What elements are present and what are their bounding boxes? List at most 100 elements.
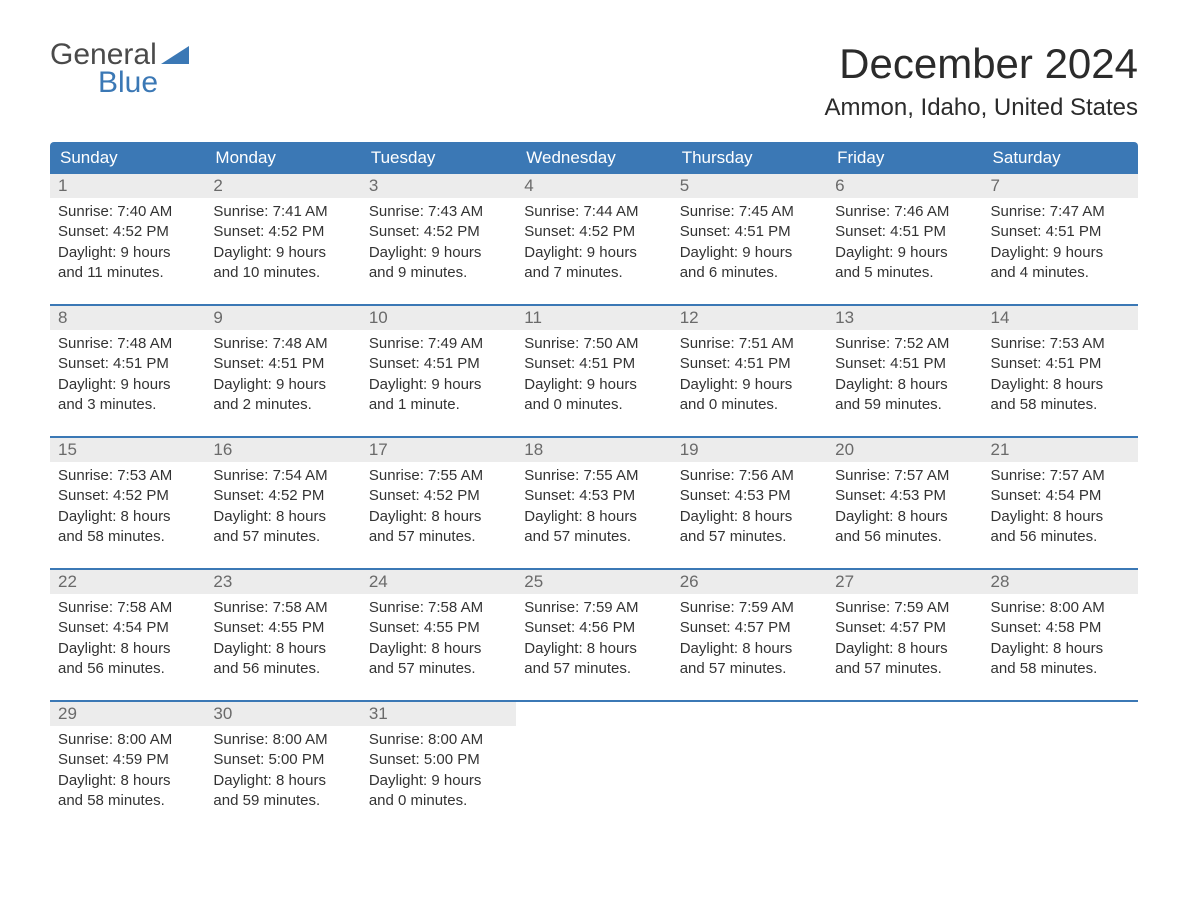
day-detail-line: Sunrise: 7:59 AM	[835, 598, 974, 618]
day-details: Sunrise: 7:48 AMSunset: 4:51 PMDaylight:…	[205, 330, 360, 425]
day-detail-line: Sunrise: 7:51 AM	[680, 334, 819, 354]
day-detail-line: Sunrise: 8:00 AM	[369, 730, 508, 750]
day-detail-line: Sunset: 4:52 PM	[369, 486, 508, 506]
day-detail-line: and 57 minutes.	[680, 527, 819, 547]
calendar-day: 4 Sunrise: 7:44 AMSunset: 4:52 PMDaylight…	[516, 174, 671, 304]
day-details: Sunrise: 7:55 AMSunset: 4:52 PMDaylight:…	[361, 462, 516, 557]
day-detail-line: and 59 minutes.	[213, 791, 352, 811]
day-number: 31	[361, 702, 516, 726]
calendar-day: 12Sunrise: 7:51 AMSunset: 4:51 PMDayligh…	[672, 306, 827, 436]
day-details: Sunrise: 7:50 AMSunset: 4:51 PMDaylight:…	[516, 330, 671, 425]
calendar-day: 13Sunrise: 7:52 AMSunset: 4:51 PMDayligh…	[827, 306, 982, 436]
day-detail-line: Sunrise: 7:47 AM	[991, 202, 1130, 222]
day-detail-line: and 56 minutes.	[58, 659, 197, 679]
page-title: December 2024	[825, 40, 1139, 88]
day-detail-line: and 0 minutes.	[524, 395, 663, 415]
day-detail-line: Sunrise: 7:52 AM	[835, 334, 974, 354]
day-detail-line: Sunrise: 7:57 AM	[991, 466, 1130, 486]
calendar-day	[516, 702, 671, 832]
calendar-day: 7Sunrise: 7:47 AMSunset: 4:51 PMDaylight…	[983, 174, 1138, 304]
day-detail-line: Sunset: 4:59 PM	[58, 750, 197, 770]
day-detail-line: Daylight: 9 hours	[835, 243, 974, 263]
day-detail-line: Sunrise: 7:54 AM	[213, 466, 352, 486]
day-number: 7	[983, 174, 1138, 198]
day-details: Sunrise: 7:46 AMSunset: 4:51 PMDaylight:…	[827, 198, 982, 293]
day-detail-line: and 1 minute.	[369, 395, 508, 415]
calendar-day: 6Sunrise: 7:46 AMSunset: 4:51 PMDaylight…	[827, 174, 982, 304]
logo-text-bottom: Blue	[98, 68, 189, 98]
calendar-week: 22Sunrise: 7:58 AMSunset: 4:54 PMDayligh…	[50, 568, 1138, 700]
day-detail-line: and 0 minutes.	[369, 791, 508, 811]
calendar-day: 22Sunrise: 7:58 AMSunset: 4:54 PMDayligh…	[50, 570, 205, 700]
day-detail-line: Sunset: 4:52 PM	[213, 222, 352, 242]
day-detail-line: Sunrise: 7:58 AM	[58, 598, 197, 618]
day-detail-line: and 58 minutes.	[58, 791, 197, 811]
day-detail-line: Sunrise: 7:46 AM	[835, 202, 974, 222]
day-detail-line: Sunset: 4:55 PM	[369, 618, 508, 638]
day-detail-line: Sunset: 4:52 PM	[58, 486, 197, 506]
day-details: Sunrise: 8:00 AMSunset: 5:00 PMDaylight:…	[205, 726, 360, 821]
day-detail-line: Sunrise: 7:55 AM	[369, 466, 508, 486]
day-detail-line: Sunrise: 7:43 AM	[369, 202, 508, 222]
day-detail-line: Sunrise: 8:00 AM	[213, 730, 352, 750]
day-number: 8	[50, 306, 205, 330]
day-detail-line: Sunrise: 7:50 AM	[524, 334, 663, 354]
logo-triangle-icon	[161, 40, 189, 70]
day-detail-line: and 56 minutes.	[991, 527, 1130, 547]
calendar-day: 28Sunrise: 8:00 AMSunset: 4:58 PMDayligh…	[983, 570, 1138, 700]
calendar-day: 24Sunrise: 7:58 AMSunset: 4:55 PMDayligh…	[361, 570, 516, 700]
day-detail-line: Sunrise: 7:49 AM	[369, 334, 508, 354]
day-detail-line: Sunset: 4:53 PM	[835, 486, 974, 506]
weekday-header: Monday	[205, 142, 360, 174]
day-number: 5	[672, 174, 827, 198]
day-detail-line: Daylight: 9 hours	[680, 375, 819, 395]
day-detail-line: Sunset: 4:51 PM	[680, 222, 819, 242]
day-detail-line: Daylight: 9 hours	[369, 771, 508, 791]
day-detail-line: Daylight: 9 hours	[213, 375, 352, 395]
day-details: Sunrise: 7:58 AMSunset: 4:55 PMDaylight:…	[205, 594, 360, 689]
day-number: 21	[983, 438, 1138, 462]
day-detail-line: and 0 minutes.	[680, 395, 819, 415]
calendar-day: 20Sunrise: 7:57 AMSunset: 4:53 PMDayligh…	[827, 438, 982, 568]
day-detail-line: Sunset: 4:51 PM	[524, 354, 663, 374]
day-details: Sunrise: 7:57 AMSunset: 4:53 PMDaylight:…	[827, 462, 982, 557]
day-number: 23	[205, 570, 360, 594]
weekday-header: Friday	[827, 142, 982, 174]
day-number: 27	[827, 570, 982, 594]
day-detail-line: Sunrise: 7:53 AM	[58, 466, 197, 486]
day-detail-line: Sunset: 5:00 PM	[369, 750, 508, 770]
day-detail-line: Sunset: 4:52 PM	[369, 222, 508, 242]
day-detail-line: Daylight: 8 hours	[58, 771, 197, 791]
calendar-week: 15Sunrise: 7:53 AMSunset: 4:52 PMDayligh…	[50, 436, 1138, 568]
day-detail-line: Sunrise: 8:00 AM	[58, 730, 197, 750]
calendar-day	[827, 702, 982, 832]
day-details: Sunrise: 7:49 AMSunset: 4:51 PMDaylight:…	[361, 330, 516, 425]
day-detail-line: Daylight: 9 hours	[369, 375, 508, 395]
day-detail-line: Sunset: 4:54 PM	[58, 618, 197, 638]
day-details: Sunrise: 7:53 AMSunset: 4:52 PMDaylight:…	[50, 462, 205, 557]
day-detail-line: Sunset: 4:57 PM	[680, 618, 819, 638]
day-detail-line: Sunset: 4:57 PM	[835, 618, 974, 638]
day-detail-line: Daylight: 8 hours	[213, 507, 352, 527]
calendar-day: 25Sunrise: 7:59 AMSunset: 4:56 PMDayligh…	[516, 570, 671, 700]
calendar-day: 8Sunrise: 7:48 AMSunset: 4:51 PMDaylight…	[50, 306, 205, 436]
day-number: 29	[50, 702, 205, 726]
day-details: Sunrise: 7:47 AMSunset: 4:51 PMDaylight:…	[983, 198, 1138, 293]
day-detail-line: Daylight: 8 hours	[835, 375, 974, 395]
day-detail-line: Daylight: 8 hours	[991, 507, 1130, 527]
day-detail-line: and 57 minutes.	[213, 527, 352, 547]
calendar-day: 21Sunrise: 7:57 AMSunset: 4:54 PMDayligh…	[983, 438, 1138, 568]
day-detail-line: Daylight: 8 hours	[369, 639, 508, 659]
day-detail-line: and 9 minutes.	[369, 263, 508, 283]
day-detail-line: Sunrise: 7:44 AM	[524, 202, 663, 222]
day-detail-line: Daylight: 9 hours	[369, 243, 508, 263]
day-detail-line: Sunset: 4:52 PM	[524, 222, 663, 242]
day-detail-line: Daylight: 9 hours	[524, 243, 663, 263]
day-detail-line: Sunrise: 7:58 AM	[369, 598, 508, 618]
day-detail-line: Daylight: 9 hours	[991, 243, 1130, 263]
day-number: 4	[516, 174, 671, 198]
weekday-header: Thursday	[672, 142, 827, 174]
location-text: Ammon, Idaho, United States	[825, 94, 1139, 122]
day-detail-line: and 58 minutes.	[991, 395, 1130, 415]
day-detail-line: and 57 minutes.	[680, 659, 819, 679]
